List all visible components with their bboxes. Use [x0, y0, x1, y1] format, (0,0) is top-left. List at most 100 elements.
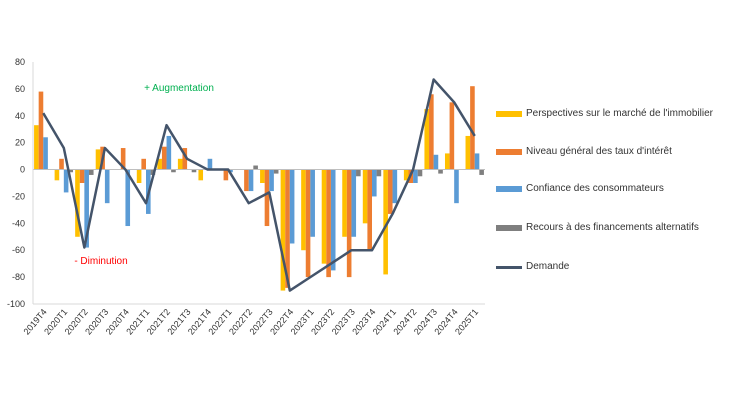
bar-1-2023T4	[362, 169, 368, 224]
y-tick-label: -40	[12, 218, 25, 228]
bar-1-2021T1	[136, 169, 142, 183]
legend-item-taux: Niveau général des taux d'intérêt	[496, 146, 716, 158]
bar-2-2022T4	[285, 169, 290, 288]
legend-swatch-gray	[496, 225, 522, 231]
bar-1-2024T2	[403, 169, 409, 181]
bar-1-2022T3	[260, 169, 265, 183]
bar-3-2023T1	[310, 169, 315, 237]
x-axis-ticks: 2019T42020T12020T22020T32020T42021T12021…	[22, 307, 481, 337]
bar-3-2020T1	[63, 169, 69, 193]
bar-1-2020T2	[75, 169, 80, 237]
bar-3-2021T2	[166, 135, 172, 170]
bar-1-2023T1	[301, 169, 306, 251]
bar-1-2021T2	[157, 158, 162, 170]
bar-1-2019T4	[34, 125, 39, 170]
bar-4-2025T1	[479, 169, 484, 175]
legend-item-financements: Recours à des financements alternatifs	[496, 222, 716, 234]
legend-label: Perspectives sur le marché de l'immobili…	[526, 108, 713, 119]
bar-2-2023T4	[367, 169, 372, 251]
bar-3-2025T1	[474, 153, 480, 170]
bar-2-2021T3	[182, 148, 188, 170]
bar-1-2021T3	[177, 158, 183, 170]
bar-3-2024T3	[433, 154, 439, 170]
bar-2-2020T4	[120, 148, 126, 170]
y-tick-label: 40	[15, 111, 25, 121]
bar-1-2022T4	[280, 169, 286, 291]
bar-3-2020T3	[104, 169, 110, 204]
legend-swatch-yellow	[496, 111, 522, 117]
bar-1-2021T4	[198, 169, 204, 181]
bar-1-2024T3	[424, 109, 430, 170]
bar-2-2020T2	[79, 169, 85, 183]
bar-3-2022T1	[228, 169, 233, 173]
y-tick-label: 80	[15, 57, 25, 67]
bar-3-2024T2	[413, 169, 418, 183]
bar-2-2022T3	[264, 169, 270, 227]
augmentation-label-bg	[133, 80, 225, 94]
bar-3-2020T2	[84, 169, 89, 248]
legend-label: Recours à des financements alternatifs	[526, 222, 699, 233]
bar-2-2023T2	[326, 169, 331, 278]
y-tick-label: -20	[12, 191, 25, 201]
bar-2-2024T1	[387, 169, 393, 214]
diminution-annotation: - Diminution	[74, 256, 127, 267]
y-tick-label: 20	[15, 138, 25, 148]
bar-2-2021T1	[141, 158, 146, 170]
legend-label: Demande	[526, 261, 570, 272]
bar-2-2021T2	[161, 146, 167, 170]
augmentation-annotation: + Augmentation	[144, 83, 214, 94]
bar-3-2022T2	[248, 169, 254, 192]
bar-3-2023T3	[351, 169, 357, 237]
bar-4-2020T1	[68, 169, 74, 173]
bar-1-2024T4	[444, 153, 450, 170]
bar-3-2019T4	[43, 137, 48, 170]
bar-4-2021T3	[191, 169, 197, 173]
bar-3-2024T1	[392, 169, 398, 204]
bar-2-2025T1	[470, 86, 475, 170]
bar-3-2022T4	[289, 169, 295, 244]
bar-4-2024T2	[417, 169, 423, 177]
bar-4-2022T3	[273, 169, 279, 174]
bar-4-2023T4	[376, 169, 382, 177]
bar-4-2024T3	[438, 169, 443, 174]
bar-1-2023T3	[342, 169, 347, 237]
legend-label: Niveau général des taux d'intérêt	[526, 146, 672, 157]
bar-3-2023T2	[330, 169, 336, 271]
bar-4-2022T2	[253, 165, 258, 170]
bar-4-2023T3	[356, 169, 361, 177]
bar-2-2024T3	[429, 94, 434, 170]
bar-3-2020T4	[125, 169, 131, 227]
y-tick-label: 60	[15, 84, 25, 94]
bar-4-2021T2	[171, 169, 176, 173]
bar-1-2020T1	[54, 169, 60, 181]
demand-line	[42, 78, 476, 292]
legend-item-demande: Demande	[496, 261, 716, 273]
legend-label: Confiance des consommateurs	[526, 183, 664, 194]
bar-2-2022T2	[244, 169, 249, 192]
legend-swatch-orange	[496, 149, 522, 155]
y-tick-label: -60	[12, 245, 25, 255]
legend-swatch-blue	[496, 186, 522, 192]
bar-2-2024T4	[449, 102, 455, 170]
bar-1-2020T3	[95, 149, 101, 170]
y-tick-label: -100	[7, 299, 25, 309]
bar-2-2022T1	[223, 169, 229, 181]
diminution-label-bg	[66, 253, 140, 269]
bar-3-2022T3	[269, 169, 274, 192]
bar-2-2023T3	[346, 169, 352, 278]
bar-1-2023T2	[321, 169, 327, 264]
bar-3-2023T4	[372, 169, 377, 197]
bar-1-2024T1	[383, 169, 388, 275]
bar-1-2025T1	[465, 135, 471, 170]
legend-item-perspectives: Perspectives sur le marché de l'immobili…	[496, 108, 716, 120]
bar-4-2020T2	[88, 169, 94, 175]
y-tick-label: 0	[20, 165, 25, 175]
y-axis-ticks: 80 60 40 20 0 -20 -40 -60 -80 -100	[7, 57, 25, 309]
bar-2-2019T4	[38, 91, 44, 170]
bar-3-2021T4	[207, 158, 213, 170]
y-tick-label: -80	[12, 272, 25, 282]
bar-2-2023T1	[305, 169, 311, 278]
bar-3-2024T4	[454, 169, 459, 204]
legend-item-confiance: Confiance des consommateurs	[496, 183, 716, 195]
